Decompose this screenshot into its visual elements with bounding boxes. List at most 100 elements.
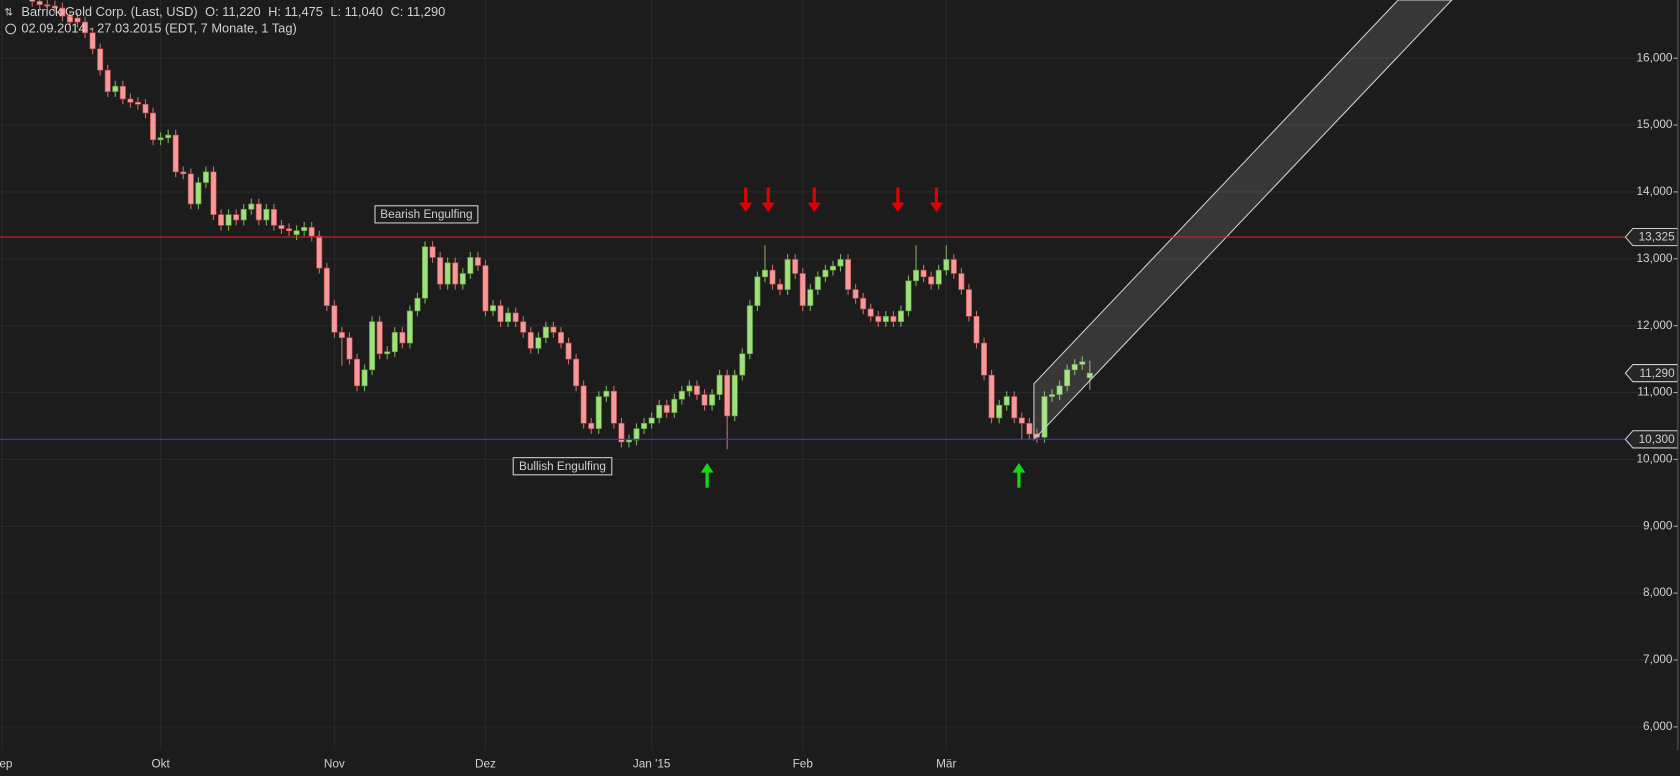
candle-body <box>384 351 391 355</box>
candle-body <box>180 171 187 175</box>
candle-body <box>565 342 572 360</box>
candle-body <box>527 332 534 349</box>
candle-body <box>112 85 119 92</box>
arrow-head <box>930 202 943 213</box>
annotation-box <box>374 205 479 224</box>
x-tick-label: Sep <box>0 757 13 770</box>
candle-body <box>829 265 836 271</box>
arrow-head <box>1012 463 1026 473</box>
candle-body <box>157 137 164 141</box>
candle-body <box>437 257 444 285</box>
annotation: Bearish Engulfing <box>374 205 479 224</box>
candle-body <box>746 305 753 355</box>
annotation: Bullish Engulfing <box>512 457 613 476</box>
candle-body <box>1011 396 1018 419</box>
candle-body <box>588 422 595 429</box>
y-tick-label: 13,000 <box>1637 252 1673 265</box>
candle-body <box>422 246 429 299</box>
candle-body <box>814 276 821 290</box>
level-lines: 13,325 10,300 11,290 <box>0 227 1679 449</box>
candle-body <box>429 246 436 258</box>
candle-body <box>346 337 353 360</box>
candle-body <box>852 289 859 299</box>
candle-body <box>323 267 330 306</box>
candle-body <box>66 15 73 23</box>
candle-body <box>777 283 784 290</box>
candle-body <box>1018 417 1025 424</box>
candle-body <box>1086 372 1093 379</box>
candle-body <box>542 326 549 339</box>
candle-body <box>406 310 413 344</box>
candle-body <box>769 269 776 285</box>
candle-body <box>754 276 761 306</box>
candle-body <box>603 390 610 397</box>
candle-body <box>920 269 927 278</box>
candle-body <box>59 7 66 17</box>
y-tick-label: 10,000 <box>1637 453 1673 466</box>
candle-body <box>82 21 89 34</box>
candle-body <box>973 315 980 344</box>
arrow-head <box>700 463 714 473</box>
candle-body <box>142 103 149 114</box>
candle-body <box>459 273 466 285</box>
candle-body <box>573 358 580 387</box>
candle-body <box>693 385 700 395</box>
candle-body <box>716 374 723 395</box>
candle-body <box>913 269 920 282</box>
candles <box>29 0 1093 450</box>
candle-body <box>202 171 209 183</box>
candle-body <box>860 297 867 310</box>
candle-body <box>233 214 240 221</box>
candle-body <box>724 374 731 417</box>
candle-body <box>996 404 1003 419</box>
candle-body <box>74 17 81 23</box>
candle-body <box>89 32 96 50</box>
candle-body <box>845 259 852 290</box>
candle-body <box>943 259 950 271</box>
arrow-head <box>739 202 753 213</box>
candle-body <box>240 208 247 221</box>
clock-icon <box>5 23 17 35</box>
candle-body <box>686 385 693 392</box>
candle-body <box>278 225 285 230</box>
candle-body <box>648 417 655 424</box>
high-label: H: 11,475 <box>268 4 323 19</box>
candle-body <box>414 297 421 312</box>
candle-body <box>950 259 957 274</box>
header: ⇅ Barrick Gold Corp. (Last, USD) O: 11,22… <box>4 4 445 35</box>
candle-body <box>490 305 497 312</box>
candle-body <box>520 321 527 333</box>
x-tick-label: Feb <box>793 757 814 770</box>
candle-body <box>807 289 814 306</box>
trend-channel <box>1033 0 1453 441</box>
candle-body <box>535 337 542 349</box>
candle-body <box>792 259 799 274</box>
candle-body <box>29 0 36 2</box>
candle-body <box>505 312 512 322</box>
annotation-box <box>512 457 613 476</box>
candle-body <box>512 312 519 322</box>
candle-body <box>270 208 277 226</box>
candle-body <box>210 171 217 215</box>
arrow-head <box>891 202 905 213</box>
candle-body <box>678 390 685 400</box>
candle-body <box>316 235 323 269</box>
x-tick-label: Jan '15 <box>633 757 671 770</box>
x-tick-label: Okt <box>151 757 170 770</box>
y-tick-label: 7,000 <box>1643 653 1673 666</box>
candle-body <box>633 428 640 441</box>
candle-body <box>557 332 564 344</box>
y-tick-label: 16,000 <box>1637 51 1673 64</box>
candle-body <box>867 308 874 317</box>
candle-body <box>119 85 126 100</box>
candle-body <box>391 332 398 353</box>
candle-body <box>354 358 361 387</box>
candle-body <box>150 112 157 141</box>
candle-body <box>981 342 988 376</box>
candle-body <box>625 439 632 443</box>
candle-body <box>361 369 368 387</box>
candle-body <box>308 227 315 237</box>
